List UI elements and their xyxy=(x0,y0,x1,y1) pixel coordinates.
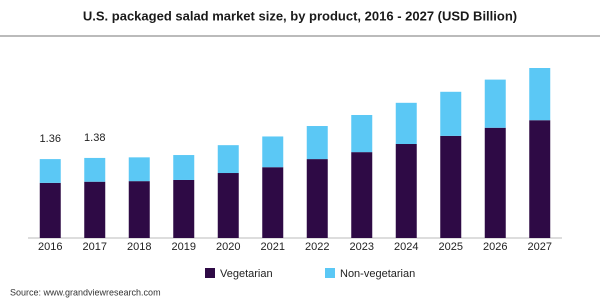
bar-segment xyxy=(39,159,61,183)
bar-segment xyxy=(306,159,328,238)
bar-segment xyxy=(39,182,61,238)
x-tick-label: 2019 xyxy=(172,241,196,253)
bar-segment xyxy=(440,135,462,238)
bar-segment xyxy=(128,157,150,182)
legend-swatch xyxy=(325,268,335,278)
bar-segment xyxy=(484,79,506,128)
total-label: 1.36 xyxy=(40,133,61,145)
x-tick-label: 2027 xyxy=(528,241,552,253)
x-tick-label: 2026 xyxy=(483,241,507,253)
bar-segment xyxy=(395,144,417,238)
x-tick-label: 2020 xyxy=(216,241,240,253)
bar-segment xyxy=(217,173,239,238)
source: Source: www.grandviewresearch.com xyxy=(10,287,161,297)
x-tick-label: 2018 xyxy=(127,241,151,253)
bar-segment xyxy=(262,167,284,238)
x-tick-label: 2016 xyxy=(38,241,62,253)
legend-swatch xyxy=(205,268,215,278)
bar-segment xyxy=(440,91,462,136)
legend-label: Non-vegetarian xyxy=(340,268,415,280)
x-tick-label: 2025 xyxy=(439,241,463,253)
bar-segment xyxy=(351,152,373,238)
bar-segment xyxy=(262,136,284,168)
chart-title: U.S. packaged salad market size, by prod… xyxy=(83,8,517,23)
x-tick-label: 2023 xyxy=(350,241,374,253)
x-tick-label: 2021 xyxy=(261,241,285,253)
x-tick-label: 2024 xyxy=(394,241,418,253)
bar-segment xyxy=(306,126,328,160)
x-tick-label: 2022 xyxy=(305,241,329,253)
total-label: 1.38 xyxy=(84,132,105,144)
bar-segment xyxy=(395,102,417,145)
bar-segment xyxy=(217,145,239,174)
bar-segment xyxy=(484,127,506,238)
bar-segment xyxy=(128,181,150,238)
x-tick-label: 2017 xyxy=(83,241,107,253)
bar-segment xyxy=(529,68,551,121)
bar-segment xyxy=(84,157,106,182)
bar-segment xyxy=(529,120,551,238)
bar-segment xyxy=(173,155,195,180)
legend-label: Vegetarian xyxy=(220,268,273,280)
bar-segment xyxy=(173,179,195,238)
bar-segment xyxy=(351,114,373,153)
bar-segment xyxy=(84,181,106,238)
